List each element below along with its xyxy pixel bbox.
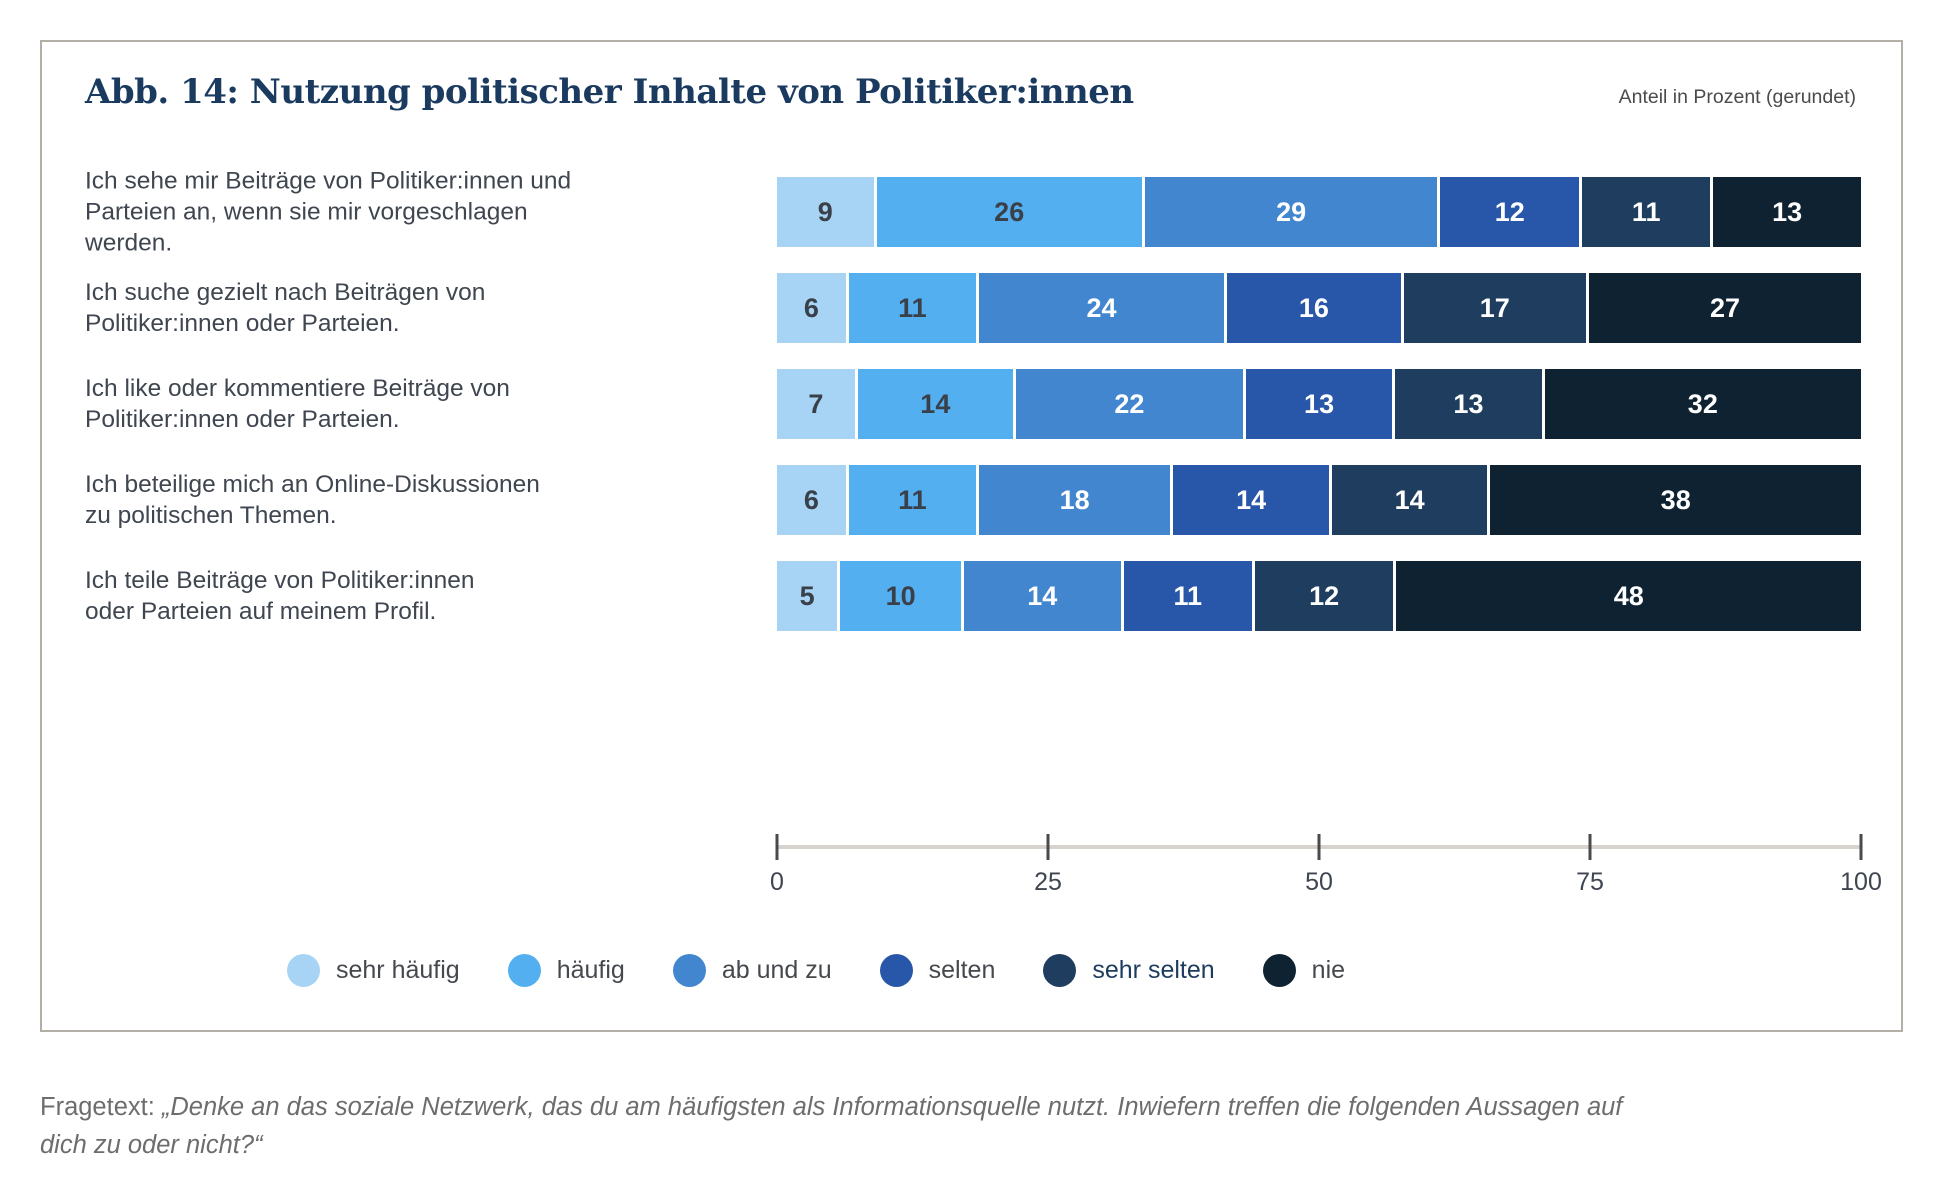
x-axis-tick xyxy=(775,834,779,860)
bar-segment: 11 xyxy=(1582,177,1711,247)
legend-swatch-icon xyxy=(1262,954,1296,987)
legend-label: häufig xyxy=(556,956,625,984)
x-axis-tick-label: 0 xyxy=(770,868,784,896)
bar-segment: 29 xyxy=(1144,177,1438,247)
legend-label: sehr häufig xyxy=(336,956,460,984)
legend-item: häufig xyxy=(507,954,625,987)
legend-item: sehr häufig xyxy=(287,954,460,987)
x-axis-tick-label: 25 xyxy=(1034,868,1062,896)
legend-item: sehr selten xyxy=(1043,954,1215,987)
legend-swatch-icon xyxy=(672,954,706,987)
legend-item: ab und zu xyxy=(672,954,832,987)
unit-note: Anteil in Prozent (gerundet) xyxy=(1618,86,1856,108)
bar-segment: 13 xyxy=(1713,177,1861,247)
bar-segment: 38 xyxy=(1490,465,1862,535)
bar-segment: 32 xyxy=(1544,369,1862,439)
stacked-bar: 9 26 29 12 11 13 xyxy=(777,177,1861,247)
x-axis-tick xyxy=(1317,834,1321,860)
bar-segment: 6 xyxy=(777,273,846,343)
chart-row: Ich like oder kommentiere Beiträge von P… xyxy=(85,369,1862,439)
stacked-bar: 6 11 24 16 17 27 xyxy=(777,273,1862,343)
legend-swatch-icon xyxy=(1043,954,1077,987)
bar-segment: 17 xyxy=(1403,273,1586,343)
stacked-bar: 5 10 14 11 12 48 xyxy=(777,561,1862,631)
bar-segment: 13 xyxy=(1245,369,1393,439)
legend-label: selten xyxy=(928,956,996,984)
bar-segment: 10 xyxy=(840,561,961,631)
row-label: Ich teile Beiträge von Politiker:innen o… xyxy=(85,567,475,625)
bar-segment: 18 xyxy=(978,465,1171,535)
bar-segment: 6 xyxy=(777,465,846,535)
x-axis-tick xyxy=(1859,834,1863,860)
bar-segment: 9 xyxy=(777,177,874,247)
chart-title: Abb. 14: Nutzung politischer Inhalte von… xyxy=(85,72,1134,112)
legend-swatch-icon xyxy=(879,954,913,987)
chart-card: Abb. 14: Nutzung politischer Inhalte von… xyxy=(40,40,1903,1032)
bar-segment: 14 xyxy=(1331,465,1488,535)
x-axis-tick-label: 75 xyxy=(1576,868,1604,896)
bar-segment: 11 xyxy=(848,273,976,343)
bar-segment: 48 xyxy=(1396,561,1862,631)
question-text-prefix: Fragetext: xyxy=(40,1093,162,1121)
bar-segment: 14 xyxy=(1173,465,1329,535)
bar-segment: 26 xyxy=(876,177,1142,247)
row-label: Ich beteilige mich an Online-Diskussione… xyxy=(85,471,540,529)
question-text-quote: „Denke an das soziale Netzwerk, das du a… xyxy=(40,1093,1623,1159)
x-axis-tick xyxy=(1046,834,1050,860)
bar-segment: 16 xyxy=(1227,273,1401,343)
chart-row: Ich sehe mir Beiträge von Politiker:inne… xyxy=(85,168,1861,257)
x-axis-tick-label: 50 xyxy=(1305,868,1333,896)
bar-segment: 24 xyxy=(978,273,1225,343)
legend-label: ab und zu xyxy=(721,956,832,984)
chart-rows: Ich sehe mir Beiträge von Politiker:inne… xyxy=(85,168,1862,657)
bar-segment: 14 xyxy=(963,561,1121,631)
legend-item: selten xyxy=(879,954,996,987)
bar-segment: 11 xyxy=(1123,561,1252,631)
bar-segment: 13 xyxy=(1395,369,1542,439)
bar-segment: 12 xyxy=(1254,561,1394,631)
row-label: Ich like oder kommentiere Beiträge von P… xyxy=(85,375,510,433)
stacked-bar: 7 14 22 13 13 32 xyxy=(777,369,1862,439)
bar-segment: 22 xyxy=(1015,369,1243,439)
x-axis-tick-label: 100 xyxy=(1840,868,1882,896)
legend-label: sehr selten xyxy=(1092,956,1215,984)
question-text: Fragetext: „Denke an das soziale Netzwer… xyxy=(40,1088,1920,1164)
legend-item: nie xyxy=(1262,954,1346,987)
chart-row: Ich beteilige mich an Online-Diskussione… xyxy=(85,465,1862,535)
chart-row: Ich teile Beiträge von Politiker:innen o… xyxy=(85,561,1862,631)
chart-row: Ich suche gezielt nach Beiträgen von Pol… xyxy=(85,273,1862,343)
bar-segment: 12 xyxy=(1440,177,1580,247)
row-label: Ich suche gezielt nach Beiträgen von Pol… xyxy=(85,279,486,337)
legend-label: nie xyxy=(1311,956,1346,984)
x-axis-tick xyxy=(1588,834,1592,860)
legend: sehr häufig häufig ab und zu selten sehr sel… xyxy=(287,954,1345,987)
bar-segment: 7 xyxy=(777,369,855,439)
bar-segment: 27 xyxy=(1588,273,1862,343)
legend-swatch-icon xyxy=(507,954,541,987)
legend-swatch-icon xyxy=(287,954,320,987)
row-label: Ich sehe mir Beiträge von Politiker:inne… xyxy=(85,167,572,257)
x-axis: 0 25 50 75 100 xyxy=(770,834,1882,896)
bar-segment: 5 xyxy=(777,561,838,631)
stacked-bar: 6 11 18 14 14 38 xyxy=(777,465,1862,535)
bar-segment: 14 xyxy=(857,369,1013,439)
bar-segment: 11 xyxy=(848,465,976,535)
